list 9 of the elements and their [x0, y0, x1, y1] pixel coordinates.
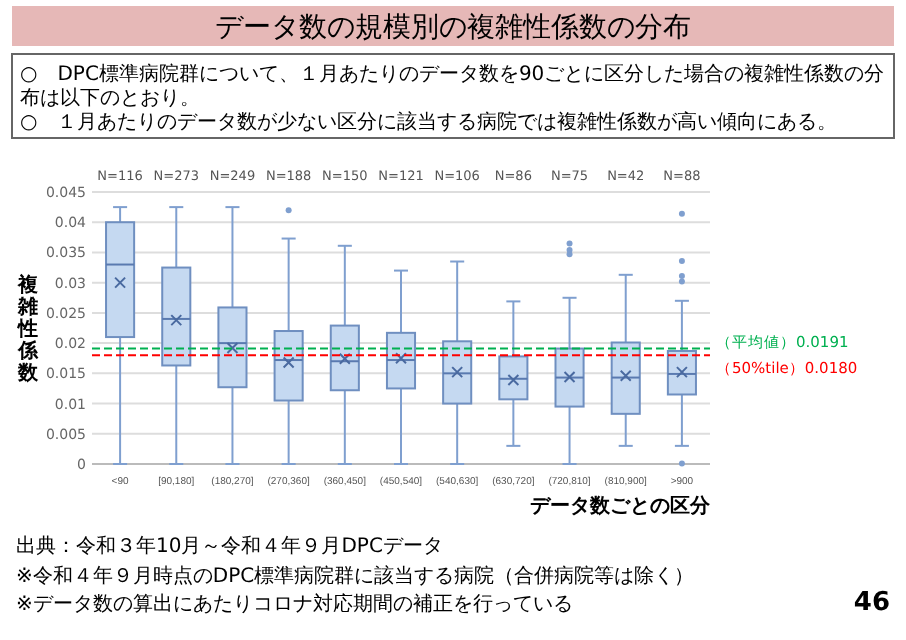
chart-title: データ数の規模別の複雑性係数の分布: [215, 12, 691, 44]
text: ※データ数の算出にあたりコロナ対応期間の補正を行っている: [16, 592, 573, 616]
text: ○ １月あたりのデータ数が少ない区分に該当する病院では複雑性係数が高い傾向にある。: [20, 110, 838, 134]
x-axis-title: データ数ごとの区分: [530, 494, 712, 518]
source-note: 出典：令和３年10月～令和４年９月DPCデータ: [16, 534, 443, 558]
text: ※令和４年９月時点のDPC標準病院群に該当する病院（合併病院等は除く）: [16, 564, 695, 588]
text: ○ DPC標準病院群について、１月あたりのデータ数を90ごとに区分した場合の複雑性係数の分布は以下のとおり。: [20, 62, 885, 110]
y-axis-title: 複雑性係数: [16, 273, 40, 385]
text: 46: [853, 588, 890, 618]
